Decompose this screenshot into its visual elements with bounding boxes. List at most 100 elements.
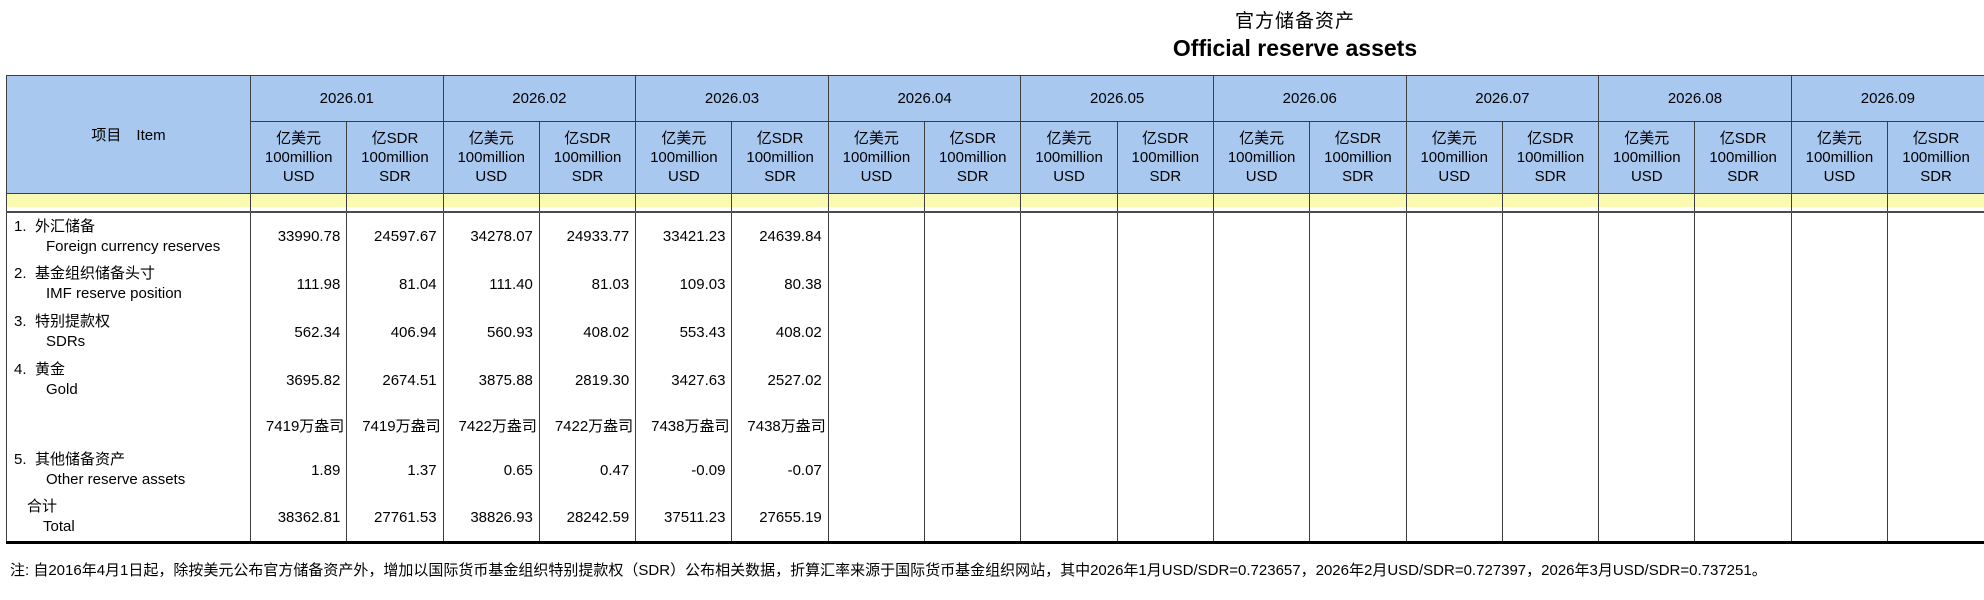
unit-header-sdr: 亿SDR 100million SDR (538, 121, 637, 194)
value-cell (1501, 308, 1600, 356)
value-cell (924, 212, 1022, 260)
value-cell: 34278.07 (442, 212, 540, 260)
value-cell: 3875.88 (442, 356, 540, 404)
highlight-band-cell (635, 193, 733, 207)
value-cell: 80.38 (731, 260, 829, 308)
item-label-zh: 基金组织储备头寸 (35, 265, 156, 282)
month-header: 2026.01 (250, 75, 444, 122)
highlight-band-cell (1405, 193, 1503, 207)
highlight-band-row (6, 193, 1984, 207)
value-cell (1405, 494, 1503, 544)
value-cell (1212, 260, 1311, 308)
value-cell (1887, 494, 1984, 544)
value-cell: 81.03 (538, 260, 637, 308)
footnote: 注: 自2016年4月1日起，除按美元公布官方储备资产外，增加以国际货币基金组织… (10, 562, 1767, 579)
value-cell (1116, 212, 1214, 260)
item-label-line: 5. 其他储备资产 (8, 450, 250, 470)
unit-header-usd: 亿美元 100million USD (442, 121, 540, 194)
spacer-cell (1598, 207, 1696, 213)
row-item-cell (6, 404, 251, 446)
value-cell: 24639.84 (731, 212, 829, 260)
value-cell (1887, 212, 1984, 260)
spacer-cell (1116, 207, 1214, 213)
row-item-cell: 1. 外汇储备 Foreign currency reserves (6, 212, 251, 260)
row-item-cell: 3. 特别提款权 SDRs (6, 308, 251, 356)
value-cell: 24597.67 (346, 212, 444, 260)
value-cell: 1.37 (346, 446, 444, 494)
month-header: 2026.06 (1212, 75, 1407, 122)
value-cell: 28242.59 (538, 494, 637, 544)
value-cell (1405, 308, 1503, 356)
value-cell (1694, 260, 1792, 308)
item-label-en: IMF reserve position (46, 285, 182, 302)
highlight-band-cell (1020, 193, 1118, 207)
value-cell: 2527.02 (731, 356, 829, 404)
item-label-line: 2. 基金组织储备头寸 (8, 264, 250, 284)
spacer-cell (1212, 207, 1311, 213)
table-row: 1. 外汇储备 Foreign currency reserves 33990.78 2… (6, 212, 1984, 260)
value-cell: 7422万盎司 (442, 404, 540, 446)
value-cell (924, 446, 1022, 494)
item-label-en: Gold (46, 381, 78, 398)
value-cell (1790, 494, 1889, 544)
month-header: 2026.03 (635, 75, 829, 122)
unit-header-usd: 亿美元 100million USD (827, 121, 926, 194)
value-cell (1887, 404, 1984, 446)
value-cell (1887, 260, 1984, 308)
highlight-band-cell (1694, 193, 1792, 207)
highlight-band-cell (6, 193, 251, 207)
value-cell (1309, 446, 1407, 494)
value-cell: 0.65 (442, 446, 540, 494)
value-cell (1501, 212, 1600, 260)
value-cell (1598, 446, 1696, 494)
item-label-zh: 其他储备资产 (35, 451, 126, 468)
page-title: 官方储备资产 Official reserve assets (1173, 6, 1417, 62)
unit-header-usd: 亿美元 100million USD (1020, 121, 1118, 194)
value-cell (1020, 494, 1118, 544)
item-label-zh: 特别提款权 (35, 313, 111, 330)
value-cell (1309, 308, 1407, 356)
value-cell (1694, 494, 1792, 544)
value-cell: 81.04 (346, 260, 444, 308)
value-cell (827, 260, 926, 308)
value-cell (1309, 260, 1407, 308)
value-cell: 3695.82 (249, 356, 348, 404)
value-cell (1212, 212, 1311, 260)
value-cell: 7419万盎司 (346, 404, 444, 446)
item-label-zh: 黄金 (35, 361, 66, 378)
value-cell (1309, 356, 1407, 404)
item-number: 3. (14, 313, 27, 330)
value-cell (1116, 446, 1214, 494)
highlight-band-cell (1116, 193, 1214, 207)
value-cell (1501, 260, 1600, 308)
month-header: 2026.02 (442, 75, 637, 122)
value-cell (1116, 494, 1214, 544)
table-row: 4. 黄金 Gold 3695.82 2674.51 3875.88 2819.30 3427… (6, 356, 1984, 404)
unit-header-sdr: 亿SDR 100million SDR (1887, 121, 1984, 194)
value-cell: 33990.78 (249, 212, 348, 260)
item-number: 4. (14, 361, 27, 378)
table-row: 2. 基金组织储备头寸 IMF reserve position 111.98 81.0… (6, 260, 1984, 308)
item-number: 2. (14, 265, 27, 282)
value-cell (924, 356, 1022, 404)
value-cell: 111.40 (442, 260, 540, 308)
value-cell (1212, 404, 1311, 446)
value-cell: 2674.51 (346, 356, 444, 404)
value-cell (1598, 356, 1696, 404)
value-cell (924, 308, 1022, 356)
value-cell (1694, 446, 1792, 494)
month-header: 2026.04 (827, 75, 1022, 122)
item-label-line: 4. 黄金 (8, 360, 250, 380)
value-cell: 38362.81 (249, 494, 348, 544)
highlight-band-cell (1309, 193, 1407, 207)
unit-header-sdr: 亿SDR 100million SDR (346, 121, 444, 194)
unit-header-sdr: 亿SDR 100million SDR (1694, 121, 1792, 194)
value-cell (1790, 404, 1889, 446)
value-cell: 7422万盎司 (538, 404, 637, 446)
value-cell (1790, 260, 1889, 308)
table-row: 5. 其他储备资产 Other reserve assets 1.89 1.37 0.65… (6, 446, 1984, 494)
row-item-cell: 2. 基金组织储备头寸 IMF reserve position (6, 260, 251, 308)
value-cell (1212, 446, 1311, 494)
table-row: 合计 Total 38362.81 27761.53 38826.93 28242.59 3… (6, 494, 1984, 544)
value-cell (924, 494, 1022, 544)
